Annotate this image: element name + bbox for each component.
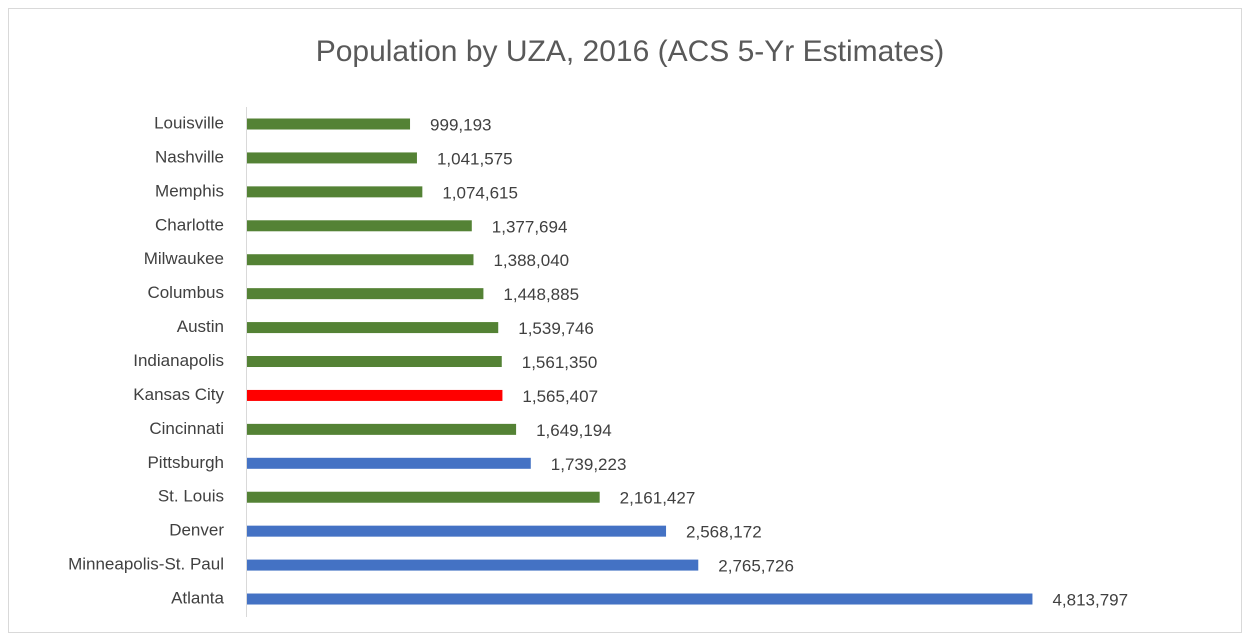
data-label: 1,649,194	[536, 421, 612, 440]
y-tick-label: Louisville	[154, 113, 224, 132]
data-label: 2,765,726	[718, 557, 794, 576]
y-tick-label: Pittsburgh	[147, 453, 224, 472]
y-tick-label: Indianapolis	[133, 351, 224, 370]
data-label: 1,739,223	[551, 455, 627, 474]
bar	[247, 356, 502, 368]
bar	[247, 389, 503, 401]
bar	[247, 220, 472, 232]
data-label: 2,161,427	[620, 489, 696, 508]
bar	[247, 118, 411, 130]
y-tick-label: Denver	[169, 521, 224, 540]
y-tick-label: Atlanta	[171, 589, 224, 608]
data-label: 2,568,172	[686, 523, 762, 542]
y-tick-label: St. Louis	[158, 487, 224, 506]
y-tick-label: Kansas City	[133, 385, 224, 404]
data-label: 1,377,694	[492, 217, 568, 236]
bar	[247, 254, 474, 266]
data-label: 1,565,407	[522, 387, 598, 406]
data-label: 1,074,615	[442, 183, 518, 202]
bar	[247, 457, 531, 469]
data-label: 1,388,040	[493, 251, 569, 270]
data-label: 1,539,746	[518, 319, 594, 338]
data-label: 1,448,885	[503, 285, 579, 304]
bar	[247, 593, 1033, 605]
bar	[247, 525, 667, 537]
data-label: 4,813,797	[1052, 591, 1128, 610]
y-tick-label: Milwaukee	[144, 249, 224, 268]
y-tick-label: Columbus	[147, 283, 224, 302]
y-tick-label: Austin	[177, 317, 224, 336]
bar	[247, 491, 600, 503]
bar	[247, 559, 699, 571]
y-tick-label: Memphis	[155, 181, 224, 200]
data-label: 999,193	[430, 115, 491, 134]
y-tick-label: Minneapolis-St. Paul	[68, 555, 224, 574]
bar	[247, 186, 423, 198]
bar	[247, 322, 499, 334]
bar	[247, 288, 484, 300]
data-label: 1,041,575	[437, 149, 513, 168]
bar	[247, 152, 417, 164]
chart-title: Population by UZA, 2016 (ACS 5-Yr Estima…	[316, 35, 945, 68]
y-tick-label: Cincinnati	[149, 419, 224, 438]
y-tick-label: Nashville	[155, 147, 224, 166]
y-tick-label: Charlotte	[155, 215, 224, 234]
data-label: 1,561,350	[522, 353, 598, 372]
bar	[247, 423, 517, 435]
